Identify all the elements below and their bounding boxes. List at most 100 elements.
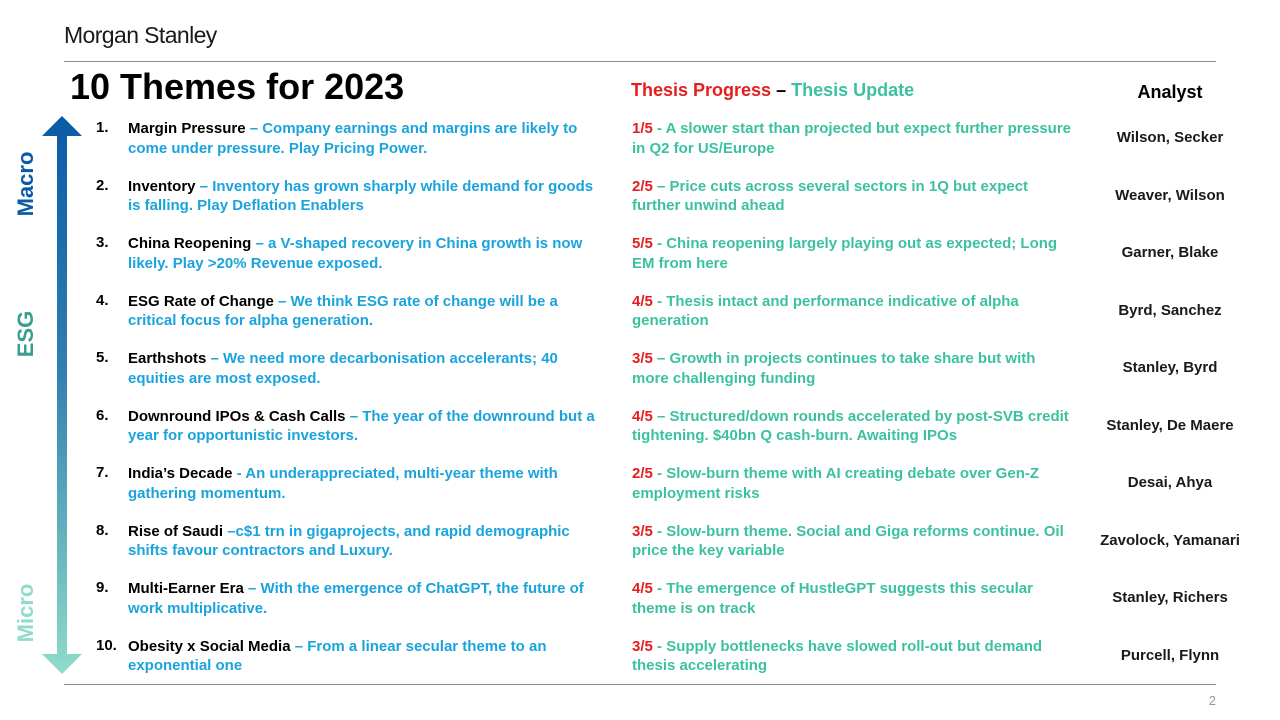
theme-analysts: Zavolock, Yamanari bbox=[1100, 531, 1240, 549]
theme-description: Obesity x Social Media – From a linear s… bbox=[128, 637, 598, 676]
theme-name: Multi-Earner Era bbox=[128, 580, 244, 597]
thesis-update-text: – Growth in projects continues to take s… bbox=[632, 350, 1036, 387]
theme-description: Rise of Saudi –c$1 trn in gigaprojects, … bbox=[128, 522, 598, 561]
thesis-update-text: - Slow-burn theme with AI creating debat… bbox=[632, 465, 1040, 502]
theme-summary: – Inventory has grown sharply while dema… bbox=[128, 177, 594, 215]
theme-number: 9. bbox=[96, 579, 109, 596]
theme-summary: – From a linear secular theme to an expo… bbox=[128, 637, 547, 675]
theme-description: ESG Rate of Change – We think ESG rate o… bbox=[128, 292, 598, 331]
thesis-update: 3/5 - Slow-burn theme. Social and Giga r… bbox=[632, 522, 1072, 561]
thesis-update-text: - A slower start than projected but expe… bbox=[632, 120, 1072, 157]
thesis-score: 3/5 bbox=[632, 350, 653, 367]
theme-row: 8. Rise of Saudi –c$1 trn in gigaproject… bbox=[0, 522, 1280, 572]
theme-row: 1. Margin Pressure – Company earnings an… bbox=[0, 119, 1280, 169]
thesis-update-label: Thesis Update bbox=[791, 80, 915, 100]
theme-summary: – With the emergence of ChatGPT, the fut… bbox=[128, 580, 584, 617]
brand-logo: Morgan Stanley bbox=[64, 22, 217, 48]
theme-summary: – We need more decarbonisation acceleran… bbox=[128, 350, 558, 387]
thesis-update-text: - China reopening largely playing out as… bbox=[632, 235, 1058, 272]
theme-row: 7. India’s Decade - An underappreciated,… bbox=[0, 464, 1280, 514]
thesis-update: 4/5 - The emergence of HustleGPT suggest… bbox=[632, 579, 1072, 618]
theme-row: 2. Inventory – Inventory has grown sharp… bbox=[0, 177, 1280, 227]
theme-row: 9. Multi-Earner Era – With the emergence… bbox=[0, 579, 1280, 629]
theme-analysts: Stanley, Byrd bbox=[1122, 359, 1218, 376]
theme-summary: – We think ESG rate of change will be a … bbox=[128, 292, 558, 330]
thesis-update: 1/5 - A slower start than projected but … bbox=[632, 119, 1072, 158]
theme-analysts: Purcell, Flynn bbox=[1120, 646, 1220, 664]
theme-description: China Reopening – a V-shaped recovery in… bbox=[128, 234, 598, 273]
theme-number: 5. bbox=[96, 349, 109, 366]
thesis-column-header: Thesis Progress – Thesis Update bbox=[631, 80, 914, 101]
thesis-score: 4/5 bbox=[632, 292, 653, 310]
thesis-score: 4/5 bbox=[632, 407, 653, 425]
theme-row: 5. Earthshots – We need more decarbonisa… bbox=[0, 349, 1280, 399]
theme-row: 3. China Reopening – a V-shaped recovery… bbox=[0, 234, 1280, 284]
page-number: 2 bbox=[1208, 693, 1216, 708]
bottom-divider bbox=[64, 684, 1216, 685]
page-title: 10 Themes for 2023 bbox=[70, 66, 405, 107]
thesis-score: 1/5 bbox=[632, 120, 653, 137]
thesis-score: 2/5 bbox=[632, 465, 653, 482]
theme-description: Margin Pressure – Company earnings and m… bbox=[128, 119, 598, 158]
thesis-update-text: – Structured/down rounds accelerated by … bbox=[632, 407, 1069, 445]
thesis-update: 4/5 - Thesis intact and performance indi… bbox=[632, 292, 1072, 331]
theme-number: 6. bbox=[96, 406, 109, 424]
analyst-column-header: Analyst bbox=[1137, 82, 1203, 102]
theme-row: 10. Obesity x Social Media – From a line… bbox=[0, 637, 1280, 687]
macro-micro-arrow bbox=[42, 116, 82, 674]
arrow-shape bbox=[42, 116, 82, 674]
thesis-update: 3/5 – Growth in projects continues to ta… bbox=[632, 349, 1072, 388]
theme-name: Inventory bbox=[128, 177, 196, 195]
theme-name: Obesity x Social Media bbox=[128, 637, 291, 655]
theme-description: Earthshots – We need more decarbonisatio… bbox=[128, 349, 598, 388]
theme-analysts: Byrd, Sanchez bbox=[1118, 301, 1222, 319]
theme-number: 2. bbox=[96, 176, 109, 194]
thesis-update-text: - The emergence of HustleGPT suggests th… bbox=[632, 580, 1033, 617]
thesis-update-text: – Price cuts across several sectors in 1… bbox=[632, 177, 1029, 215]
theme-analysts: Wilson, Secker bbox=[1116, 129, 1224, 146]
thesis-score: 3/5 bbox=[632, 637, 653, 655]
thesis-update: 3/5 - Supply bottlenecks have slowed rol… bbox=[632, 637, 1072, 676]
theme-name: Margin Pressure bbox=[128, 120, 246, 137]
thesis-score: 2/5 bbox=[632, 177, 653, 195]
theme-summary: – The year of the downround but a year f… bbox=[128, 407, 595, 445]
theme-number: 10. bbox=[96, 636, 117, 654]
theme-description: Downround IPOs & Cash Calls – The year o… bbox=[128, 407, 598, 446]
theme-row: 6. Downround IPOs & Cash Calls – The yea… bbox=[0, 407, 1280, 457]
theme-name: Earthshots bbox=[128, 350, 207, 367]
theme-analysts: Desai, Ahya bbox=[1127, 474, 1213, 491]
theme-analysts: Weaver, Wilson bbox=[1115, 186, 1225, 204]
header-dash: – bbox=[771, 80, 792, 100]
thesis-score: 4/5 bbox=[632, 580, 653, 597]
theme-number: 8. bbox=[96, 521, 109, 539]
thesis-update-text: - Supply bottlenecks have slowed roll-ou… bbox=[632, 637, 1043, 675]
thesis-update: 4/5 – Structured/down rounds accelerated… bbox=[632, 407, 1072, 446]
thesis-update-text: - Thesis intact and performance indicati… bbox=[632, 292, 1019, 330]
thesis-update: 2/5 – Price cuts across several sectors … bbox=[632, 177, 1072, 216]
theme-number: 1. bbox=[96, 119, 109, 136]
theme-row: 4. ESG Rate of Change – We think ESG rat… bbox=[0, 292, 1280, 342]
theme-name: India’s Decade bbox=[128, 465, 233, 482]
theme-name: China Reopening bbox=[128, 235, 252, 252]
thesis-score: 3/5 bbox=[632, 522, 653, 540]
theme-number: 3. bbox=[96, 234, 109, 251]
thesis-update: 5/5 - China reopening largely playing ou… bbox=[632, 234, 1072, 273]
theme-analysts: Stanley, De Maere bbox=[1106, 416, 1234, 434]
theme-summary: –c$1 trn in gigaprojects, and rapid demo… bbox=[128, 522, 570, 560]
theme-summary: - An underappreciated, multi-year theme … bbox=[128, 465, 558, 502]
theme-description: Multi-Earner Era – With the emergence of… bbox=[128, 579, 598, 618]
theme-summary: – Company earnings and margins are likel… bbox=[128, 120, 578, 157]
theme-description: Inventory – Inventory has grown sharply … bbox=[128, 177, 598, 216]
theme-name: Rise of Saudi bbox=[128, 522, 224, 540]
theme-name: Downround IPOs & Cash Calls bbox=[128, 407, 346, 425]
theme-name: ESG Rate of Change bbox=[128, 292, 274, 310]
theme-description: India’s Decade - An underappreciated, mu… bbox=[128, 464, 598, 503]
theme-summary: – a V-shaped recovery in China growth is… bbox=[128, 235, 583, 272]
theme-analysts: Garner, Blake bbox=[1121, 244, 1219, 261]
top-divider bbox=[64, 61, 1216, 62]
thesis-progress-label: Thesis Progress bbox=[631, 80, 772, 100]
theme-analysts: Stanley, Richers bbox=[1112, 589, 1228, 606]
thesis-score: 5/5 bbox=[632, 235, 653, 252]
theme-number: 7. bbox=[96, 464, 109, 481]
theme-number: 4. bbox=[96, 291, 109, 309]
